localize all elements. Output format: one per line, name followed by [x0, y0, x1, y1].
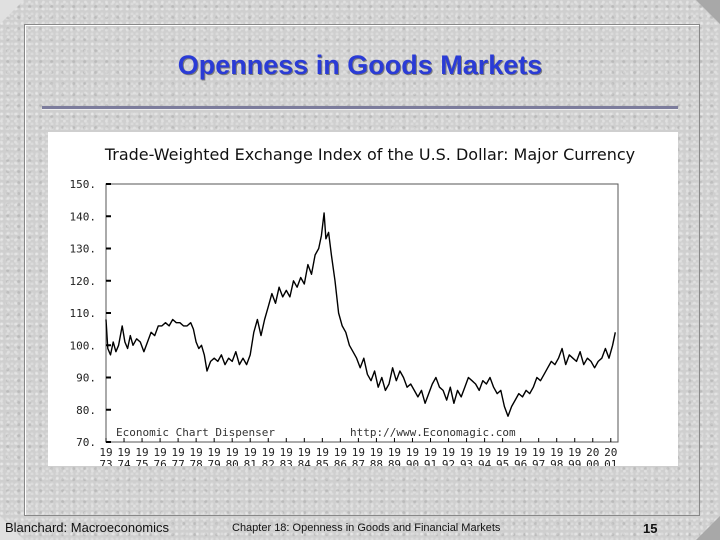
x-tick-label-century: 19 [406, 446, 419, 459]
x-tick-label-year: 88 [370, 458, 383, 466]
x-tick-label-century: 20 [604, 446, 617, 459]
x-tick-label-century: 19 [99, 446, 112, 459]
x-tick-label-century: 19 [135, 446, 148, 459]
x-tick-label-year: 01 [604, 458, 617, 466]
x-tick-label-year: 87 [352, 458, 365, 466]
x-tick-label-century: 19 [550, 446, 563, 459]
x-tick-label-century: 19 [280, 446, 293, 459]
x-tick-label-century: 19 [514, 446, 527, 459]
x-tick-label-year: 82 [262, 458, 275, 466]
plot-area-frame [105, 183, 619, 443]
series-line-exchange-index [105, 212, 616, 417]
x-tick-label-century: 20 [586, 446, 599, 459]
y-axis: 150. 140. 130. 120. 110. 100. 90. 80. 70. [70, 178, 111, 449]
x-tick-label-year: 76 [153, 458, 166, 466]
chart-panel: Trade-Weighted Exchange Index of the U.S… [48, 132, 678, 466]
x-tick-label-year: 89 [388, 458, 401, 466]
slide-title: Openness in Goods Markets [177, 50, 543, 80]
footer-book-title: Blanchard: Macroeconomics [5, 520, 170, 535]
x-tick-label-century: 19 [334, 446, 347, 459]
y-tick-label: 120. [70, 275, 97, 288]
frame-corner-top-left [0, 0, 24, 24]
x-tick-label-year: 75 [135, 458, 148, 466]
x-tick-label-year: 92 [442, 458, 455, 466]
credit-left: Economic Chart Dispenser [116, 426, 275, 439]
x-tick-label-century: 19 [226, 446, 239, 459]
chart-title: Trade-Weighted Exchange Index of the U.S… [104, 145, 635, 164]
x-tick-label-century: 19 [388, 446, 401, 459]
x-tick-label-year: 80 [226, 458, 239, 466]
x-tick-label-year: 78 [190, 458, 203, 466]
x-tick-label-year: 93 [460, 458, 473, 466]
y-tick-label: 140. [70, 210, 97, 223]
x-tick-label-year: 85 [316, 458, 329, 466]
y-tick-label: 150. [70, 178, 97, 191]
x-tick-label-year: 96 [514, 458, 527, 466]
x-tick-label-year: 84 [298, 458, 312, 466]
x-tick-label-century: 19 [171, 446, 184, 459]
x-tick-label-year: 90 [406, 458, 419, 466]
x-tick-label-century: 19 [262, 446, 275, 459]
x-tick-label-century: 19 [424, 446, 437, 459]
x-tick-label-century: 19 [496, 446, 509, 459]
frame-corner-bottom-right [696, 516, 720, 540]
title-divider [42, 106, 678, 109]
x-tick-label-year: 77 [171, 458, 184, 466]
y-tick-label: 110. [70, 307, 97, 320]
x-tick-label-year: 91 [424, 458, 437, 466]
x-tick-label-century: 19 [370, 446, 383, 459]
x-tick-label-century: 19 [316, 446, 329, 459]
x-tick-label-century: 19 [208, 446, 221, 459]
x-tick-label-century: 19 [153, 446, 166, 459]
credit-right: http://www.Economagic.com [350, 426, 516, 439]
x-tick-label-century: 19 [244, 446, 257, 459]
x-tick-label-year: 74 [117, 458, 131, 466]
x-tick-label-year: 99 [568, 458, 581, 466]
page-number: 15 [643, 521, 658, 536]
y-tick-label: 70. [76, 436, 96, 449]
y-tick-label: 130. [70, 243, 97, 256]
x-tick-label-century: 19 [298, 446, 311, 459]
x-tick-label-year: 81 [244, 458, 257, 466]
y-tick-label: 90. [76, 372, 96, 385]
slide-frame [24, 24, 700, 516]
frame-corner-top-right [696, 0, 720, 24]
x-tick-label-year: 98 [550, 458, 563, 466]
x-tick-label-century: 19 [352, 446, 365, 459]
x-tick-label-year: 00 [586, 458, 599, 466]
x-tick-label-year: 97 [532, 458, 545, 466]
y-tick-label: 80. [76, 404, 96, 417]
x-tick-label-year: 73 [99, 458, 112, 466]
x-tick-label-century: 19 [190, 446, 203, 459]
frame-corner-bottom-left [0, 516, 24, 540]
x-tick-label-century: 19 [460, 446, 473, 459]
x-tick-label-century: 19 [442, 446, 455, 459]
x-axis: 1973197419751976197719781979198019811982… [99, 438, 617, 466]
x-tick-label-century: 19 [478, 446, 491, 459]
exchange-index-chart: Trade-Weighted Exchange Index of the U.S… [70, 145, 636, 466]
x-tick-label-century: 19 [117, 446, 130, 459]
x-tick-label-year: 86 [334, 458, 347, 466]
x-tick-label-year: 94 [478, 458, 492, 466]
x-tick-label-year: 79 [208, 458, 221, 466]
x-tick-label-century: 19 [568, 446, 581, 459]
x-tick-label-year: 95 [496, 458, 509, 466]
x-tick-label-century: 19 [532, 446, 545, 459]
y-tick-label: 100. [70, 339, 97, 352]
footer-chapter: Chapter 18: Openness in Goods and Financ… [232, 522, 501, 534]
x-tick-label-year: 83 [280, 458, 293, 466]
